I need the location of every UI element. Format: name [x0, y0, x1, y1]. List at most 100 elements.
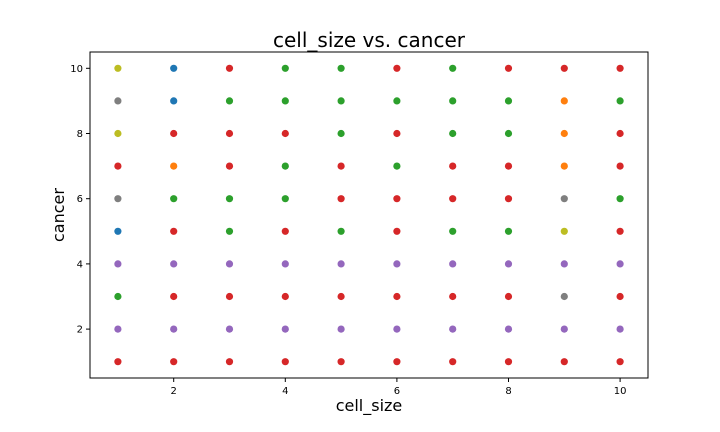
x-tick-label: 6: [394, 386, 400, 397]
data-point: [170, 195, 178, 203]
data-point: [449, 129, 457, 138]
data-point: [225, 195, 234, 203]
data-point: [504, 162, 513, 170]
data-point: [337, 162, 345, 170]
data-point: [114, 325, 122, 333]
data-point: [225, 227, 234, 235]
data-point: [393, 64, 401, 72]
data-point: [114, 195, 122, 203]
data-point: [281, 162, 289, 170]
data-point: [504, 97, 513, 105]
data-point: [616, 227, 624, 235]
data-point: [616, 162, 624, 170]
data-point: [449, 292, 457, 301]
data-point: [616, 292, 624, 301]
data-point: [393, 292, 401, 301]
data-point: [616, 129, 624, 138]
data-point: [337, 292, 345, 301]
data-point: [616, 358, 624, 366]
data-point: [560, 325, 568, 333]
x-tick-label: 10: [614, 386, 627, 397]
data-point: [281, 358, 289, 366]
data-point: [337, 97, 345, 105]
data-point: [449, 162, 457, 170]
data-point: [393, 129, 401, 138]
data-point: [225, 292, 234, 301]
data-point: [337, 358, 345, 366]
data-point: [170, 129, 178, 138]
data-point: [281, 292, 289, 301]
data-point: [504, 64, 513, 72]
data-point: [225, 129, 234, 138]
data-point: [504, 260, 513, 268]
data-point: [449, 97, 457, 105]
data-point: [170, 97, 178, 105]
data-point: [504, 227, 513, 235]
data-point: [281, 129, 289, 138]
y-tick-label: 8: [77, 129, 83, 140]
data-point: [560, 195, 568, 203]
data-point: [170, 162, 178, 170]
data-point: [281, 195, 289, 203]
y-tick-label: 4: [77, 259, 83, 270]
data-point: [281, 260, 289, 268]
data-point: [114, 129, 122, 138]
data-point: [170, 325, 178, 333]
data-point: [560, 64, 568, 72]
data-point: [337, 64, 345, 72]
data-point: [337, 325, 345, 333]
data-point: [114, 162, 122, 170]
y-tick-label: 10: [70, 64, 83, 75]
data-point: [393, 97, 401, 105]
plot-area-frame: [89, 51, 649, 379]
data-point: [504, 358, 513, 366]
data-point: [281, 227, 289, 235]
data-point: [560, 162, 568, 170]
x-axis-label: cell_size: [336, 396, 403, 416]
data-point: [393, 227, 401, 235]
points-layer: [114, 64, 624, 366]
data-point: [560, 227, 568, 235]
data-point: [281, 64, 289, 72]
data-point: [225, 358, 234, 366]
data-point: [504, 292, 513, 301]
data-point: [449, 358, 457, 366]
data-point: [449, 227, 457, 235]
x-tick-label: 8: [505, 386, 511, 397]
data-point: [393, 260, 401, 268]
data-point: [393, 195, 401, 203]
data-point: [114, 97, 122, 105]
data-point: [449, 64, 457, 72]
data-point: [616, 325, 624, 333]
x-axis-ticks: 2 4 6 8 10: [171, 378, 627, 397]
y-axis-label: cancer: [49, 188, 68, 242]
data-point: [170, 64, 178, 72]
data-point: [225, 325, 234, 333]
data-point: [114, 260, 122, 268]
data-point: [393, 325, 401, 333]
data-point: [337, 129, 345, 138]
data-point: [114, 292, 122, 301]
data-point: [616, 260, 624, 268]
x-tick-label: 2: [171, 386, 177, 397]
data-point: [616, 64, 624, 72]
data-point: [170, 358, 178, 366]
data-point: [225, 162, 234, 170]
data-point: [170, 260, 178, 268]
data-point: [114, 358, 122, 366]
data-point: [504, 129, 513, 138]
data-point: [560, 292, 568, 301]
data-point: [337, 260, 345, 268]
data-point: [337, 195, 345, 203]
data-point: [504, 195, 513, 203]
data-point: [449, 195, 457, 203]
data-point: [225, 64, 234, 72]
data-point: [393, 162, 401, 170]
data-point: [170, 292, 178, 301]
data-point: [616, 195, 624, 203]
data-point: [281, 325, 289, 333]
data-point: [225, 97, 234, 105]
data-point: [560, 260, 568, 268]
